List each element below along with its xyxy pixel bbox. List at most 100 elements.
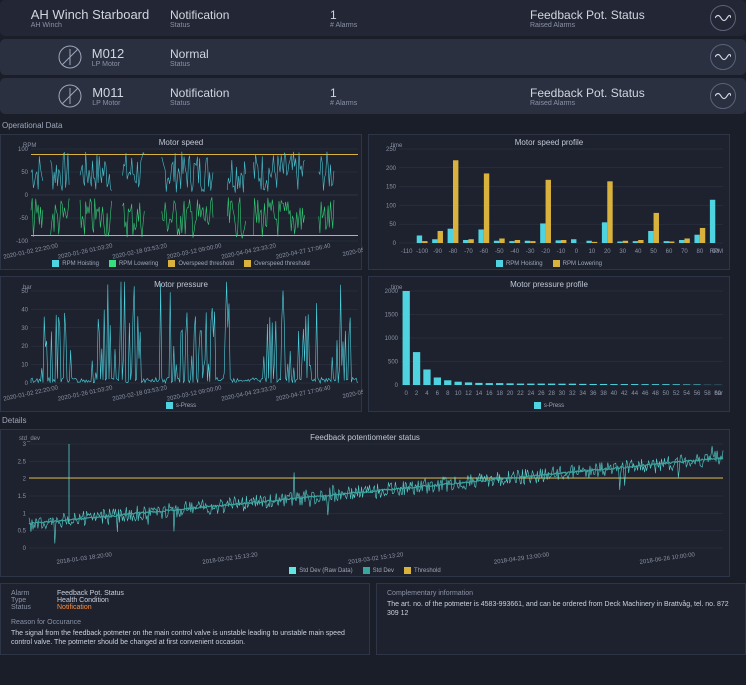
chart-title: Motor pressure xyxy=(1,280,361,289)
svg-text:150: 150 xyxy=(386,185,397,191)
svg-text:14: 14 xyxy=(476,391,483,397)
chart-legend: RPM HoistingRPM Lowering xyxy=(369,260,729,267)
svg-text:0: 0 xyxy=(575,249,579,255)
svg-text:1.5: 1.5 xyxy=(18,494,27,500)
svg-text:10: 10 xyxy=(455,391,462,397)
svg-text:-40: -40 xyxy=(510,249,519,255)
svg-text:-100: -100 xyxy=(16,239,29,245)
svg-text:200: 200 xyxy=(386,166,397,172)
svg-text:16: 16 xyxy=(486,391,493,397)
svg-text:2020-04-04 23:33:20: 2020-04-04 23:33:20 xyxy=(221,385,277,403)
svg-text:54: 54 xyxy=(683,391,690,397)
svg-text:-30: -30 xyxy=(526,249,535,255)
svg-text:0: 0 xyxy=(23,546,27,552)
svg-text:2020-05-20: 2020-05-20 xyxy=(342,388,363,400)
equipment-name: M011 xyxy=(92,85,124,100)
svg-text:10: 10 xyxy=(589,249,596,255)
svg-text:2020-04-27 17:06:40: 2020-04-27 17:06:40 xyxy=(275,243,331,261)
alarms-label: # Alarms xyxy=(330,22,530,29)
chart-motor-speed: Motor speedRPM-100-500501002020-01-02 22… xyxy=(0,134,362,270)
svg-text:50: 50 xyxy=(389,222,396,228)
chart-details: Feedback potentiometer statusstd_dev00.5… xyxy=(0,429,730,577)
chart-motor-pressure-profile: Motor pressure profiletime05001000150020… xyxy=(368,276,730,412)
svg-text:70: 70 xyxy=(681,249,688,255)
svg-text:20: 20 xyxy=(507,391,514,397)
axis-unit: time xyxy=(391,285,402,291)
info-panel-complementary: Complementary information The art. no. o… xyxy=(376,583,746,655)
chart-grid: Motor speedRPM-100-500501002020-01-02 22… xyxy=(0,134,746,412)
svg-text:38: 38 xyxy=(600,391,607,397)
status-label: Status xyxy=(170,61,330,68)
raised-label: Raised Alarms xyxy=(530,22,710,29)
svg-text:36: 36 xyxy=(590,391,597,397)
signal-button[interactable] xyxy=(710,83,736,109)
svg-text:40: 40 xyxy=(611,391,618,397)
svg-text:2.5: 2.5 xyxy=(18,459,27,465)
chart-legend: Std Dev (Raw Data)Std DevThreshold xyxy=(1,567,729,574)
equipment-row: M012 LP Motor Normal Status xyxy=(0,39,746,75)
chart-motor-pressure: Motor pressurebar010203040502020-01-02 2… xyxy=(0,276,362,412)
svg-text:2018-02-02 15:13:20: 2018-02-02 15:13:20 xyxy=(202,552,259,566)
svg-text:2020-01-02 22:20:00: 2020-01-02 22:20:00 xyxy=(3,385,59,403)
svg-text:2020-02-18 03:53:20: 2020-02-18 03:53:20 xyxy=(112,243,168,261)
signal-button[interactable] xyxy=(710,44,736,70)
svg-text:2020-01-26 01:03:20: 2020-01-26 01:03:20 xyxy=(57,385,113,403)
svg-text:0: 0 xyxy=(395,383,399,389)
svg-text:12: 12 xyxy=(465,391,472,397)
svg-text:0: 0 xyxy=(405,391,409,397)
info-panel-alarm: AlarmFeedback Pot. Status TypeHealth Con… xyxy=(0,583,370,655)
svg-text:2020-01-26 01:03:20: 2020-01-26 01:03:20 xyxy=(57,243,113,261)
status-value: Notification xyxy=(170,86,330,100)
svg-text:2018-04-29 13:00:00: 2018-04-29 13:00:00 xyxy=(494,552,551,566)
chart-title: Motor speed xyxy=(1,138,361,147)
svg-text:18: 18 xyxy=(496,391,503,397)
svg-text:2020-03-12 09:00:00: 2020-03-12 09:00:00 xyxy=(166,385,222,403)
svg-text:24: 24 xyxy=(527,391,534,397)
signal-button[interactable] xyxy=(710,5,736,31)
svg-text:8: 8 xyxy=(446,391,450,397)
svg-text:RPM: RPM xyxy=(710,249,723,255)
motor-icon xyxy=(56,43,84,71)
svg-text:1: 1 xyxy=(23,511,27,517)
section-title-details: Details xyxy=(0,412,746,429)
svg-text:2020-04-27 17:06:40: 2020-04-27 17:06:40 xyxy=(275,385,331,403)
equipment-row: M011 LP Motor Notification Status 1 # Al… xyxy=(0,78,746,114)
svg-text:30: 30 xyxy=(619,249,626,255)
svg-text:0: 0 xyxy=(393,241,397,247)
svg-text:52: 52 xyxy=(673,391,680,397)
svg-text:20: 20 xyxy=(21,344,28,350)
svg-text:80: 80 xyxy=(697,249,704,255)
svg-text:26: 26 xyxy=(538,391,545,397)
status-value: Notification xyxy=(170,8,330,22)
svg-text:-10: -10 xyxy=(557,249,566,255)
svg-text:20: 20 xyxy=(604,249,611,255)
axis-unit: RPM xyxy=(23,143,36,149)
svg-text:48: 48 xyxy=(652,391,659,397)
chart-legend: RPM HoistingRPM LoweringOverspeed thresh… xyxy=(1,260,361,267)
alarms-count: 1 xyxy=(330,8,530,22)
svg-text:bar: bar xyxy=(714,391,723,397)
svg-text:-50: -50 xyxy=(495,249,504,255)
equipment-row: AH Winch Starboard AH Winch Notification… xyxy=(0,0,746,36)
svg-text:6: 6 xyxy=(436,391,440,397)
svg-text:500: 500 xyxy=(388,360,399,366)
alarms-label: # Alarms xyxy=(330,100,530,107)
svg-text:4: 4 xyxy=(425,391,429,397)
svg-text:0: 0 xyxy=(25,381,29,387)
raised-alarm: Feedback Pot. Status xyxy=(530,8,710,22)
svg-text:-60: -60 xyxy=(480,249,489,255)
svg-text:2020-05-20: 2020-05-20 xyxy=(342,246,363,258)
svg-text:-80: -80 xyxy=(449,249,458,255)
status-value: Normal xyxy=(170,47,330,61)
svg-text:30: 30 xyxy=(21,326,28,332)
motor-icon xyxy=(56,82,84,110)
alarms-count: 1 xyxy=(330,86,530,100)
equipment-sub: LP Motor xyxy=(92,61,125,68)
svg-text:2020-01-02 22:20:00: 2020-01-02 22:20:00 xyxy=(3,243,59,261)
axis-unit: std_dev xyxy=(19,436,40,442)
svg-text:-110: -110 xyxy=(401,249,413,255)
raised-label: Raised Alarms xyxy=(530,100,710,107)
svg-text:2020-03-12 09:00:00: 2020-03-12 09:00:00 xyxy=(166,243,222,261)
equipment-sub: LP Motor xyxy=(92,100,124,107)
chart-title: Feedback potentiometer status xyxy=(1,433,729,442)
